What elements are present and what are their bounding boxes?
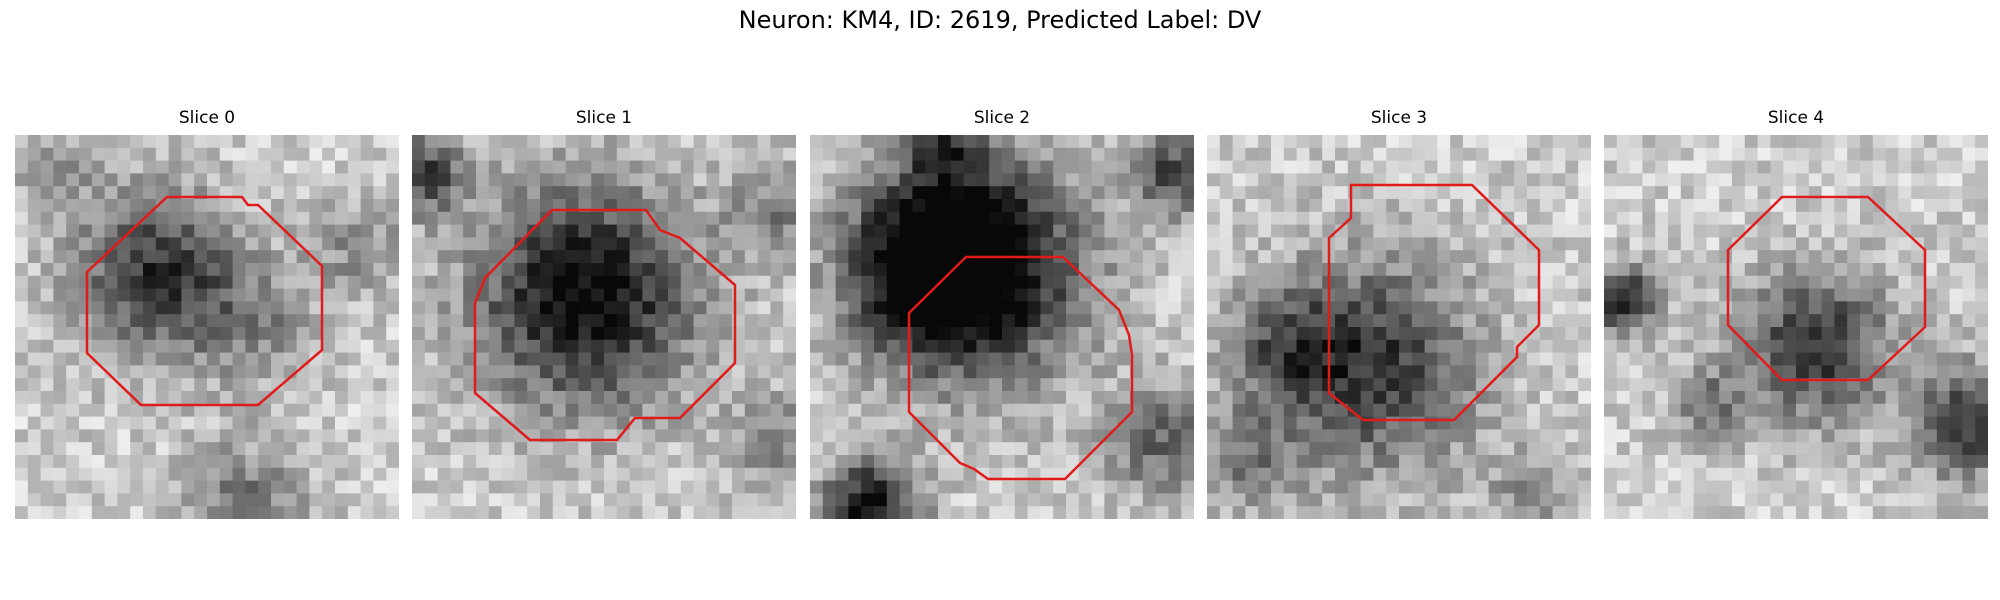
slice-title-1: Slice 1	[575, 108, 633, 128]
slice-image-3	[1207, 135, 1591, 519]
neuron-outline-2	[907, 255, 1134, 481]
slice-title-2: Slice 2	[973, 108, 1031, 128]
slice-title-3: Slice 3	[1370, 108, 1428, 128]
slice-title-4: Slice 4	[1767, 108, 1825, 128]
neuron-outline-0	[85, 195, 324, 407]
slice-image-2	[810, 135, 1194, 519]
slice-image-4	[1604, 135, 1988, 519]
figure-title: Neuron: KM4, ID: 2619, Predicted Label: …	[738, 6, 1262, 34]
slice-title-0: Slice 0	[178, 108, 236, 128]
neuron-outline-4	[1726, 195, 1927, 382]
slice-image-1	[412, 135, 796, 519]
neuron-outline-3	[1327, 183, 1541, 422]
neuron-outline-1	[473, 208, 737, 442]
slice-image-0	[15, 135, 399, 519]
